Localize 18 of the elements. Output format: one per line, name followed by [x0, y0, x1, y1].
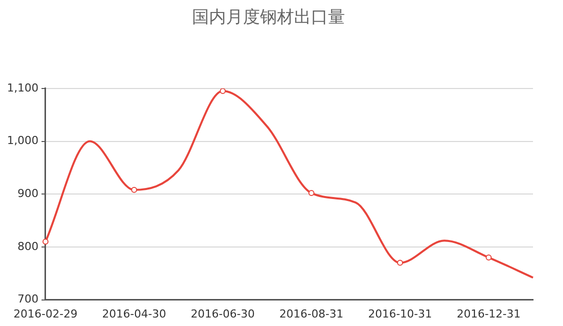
x-tick-label: 2016-08-31	[279, 307, 344, 320]
x-tick-label: 2016-12-31	[456, 307, 521, 320]
x-tick-label: 2016-10-31	[368, 307, 432, 320]
x-tick-label: 2016-02-29	[14, 307, 78, 320]
point	[486, 254, 492, 261]
y-tick-label: 1,100	[6, 81, 38, 94]
x-tick-label: 2016-06-30	[190, 307, 255, 320]
x-tick-label: 2016-04-30	[102, 307, 166, 320]
point	[397, 260, 404, 266]
chart-title: 国内月度钢材出口量	[192, 8, 345, 28]
y-tick-label: 1,000	[6, 134, 38, 148]
y-tick-label: 800	[17, 240, 38, 253]
point	[308, 190, 314, 196]
point	[42, 238, 48, 245]
y-tick-label: 900	[17, 186, 38, 200]
y-tick-label: 700	[17, 292, 38, 306]
point	[131, 186, 138, 193]
point	[220, 88, 226, 94]
